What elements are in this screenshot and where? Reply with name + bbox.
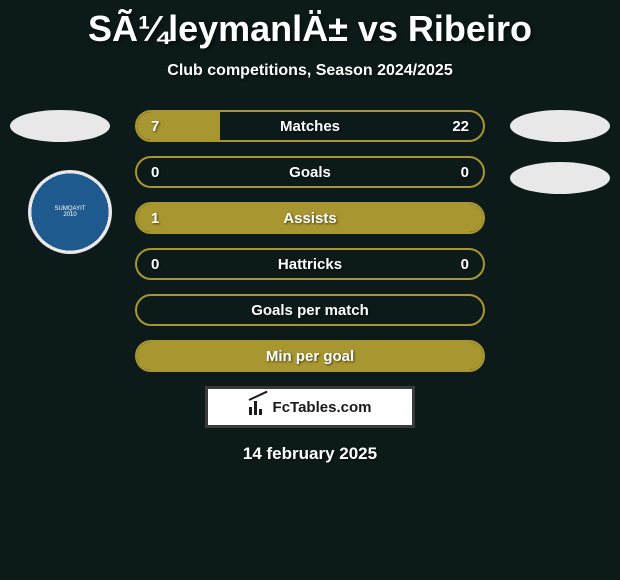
- stat-label: Matches: [280, 118, 340, 135]
- club-badge: SUMQAYIT 2010: [28, 170, 112, 254]
- stat-bar: Min per goal: [135, 340, 485, 372]
- club-badge-inner: SUMQAYIT 2010: [45, 187, 95, 237]
- player-right-oval-1: [510, 110, 610, 142]
- stat-bar: 0 Hattricks 0: [135, 248, 485, 280]
- stat-label: Goals per match: [251, 302, 369, 319]
- stat-label: Hattricks: [278, 256, 342, 273]
- footer-brand-text: FcTables.com: [273, 399, 372, 416]
- page-title: SÃ¼leymanlÄ± vs Ribeiro: [0, 0, 620, 50]
- stats-container: SUMQAYIT 2010 7 Matches 22 0 Goals 0 1 Assists 0…: [0, 110, 620, 372]
- stat-value-right: 22: [452, 118, 469, 135]
- page-subtitle: Club competitions, Season 2024/2025: [0, 62, 620, 80]
- footer-logo: FcTables.com: [249, 399, 372, 416]
- stat-value-left: 0: [151, 256, 159, 273]
- stats-list: 7 Matches 22 0 Goals 0 1 Assists 0 Hattricks 0 Goal…: [135, 110, 485, 372]
- stat-bar: Goals per match: [135, 294, 485, 326]
- chart-icon: [249, 399, 269, 415]
- stat-value-left: 1: [151, 210, 159, 227]
- stat-bar: 7 Matches 22: [135, 110, 485, 142]
- stat-fill: [137, 112, 220, 140]
- stat-label: Goals: [289, 164, 331, 181]
- stat-bar: 0 Goals 0: [135, 156, 485, 188]
- stat-bar: 1 Assists: [135, 202, 485, 234]
- stat-value-right: 0: [461, 256, 469, 273]
- footer-date: 14 february 2025: [0, 444, 620, 464]
- stat-value-left: 0: [151, 164, 159, 181]
- stat-label: Assists: [283, 210, 336, 227]
- player-right-oval-2: [510, 162, 610, 194]
- stat-value-left: 7: [151, 118, 159, 135]
- player-left-oval: [10, 110, 110, 142]
- stat-value-right: 0: [461, 164, 469, 181]
- stat-label: Min per goal: [266, 348, 354, 365]
- club-year: 2010: [63, 212, 76, 218]
- footer-banner[interactable]: FcTables.com: [205, 386, 415, 428]
